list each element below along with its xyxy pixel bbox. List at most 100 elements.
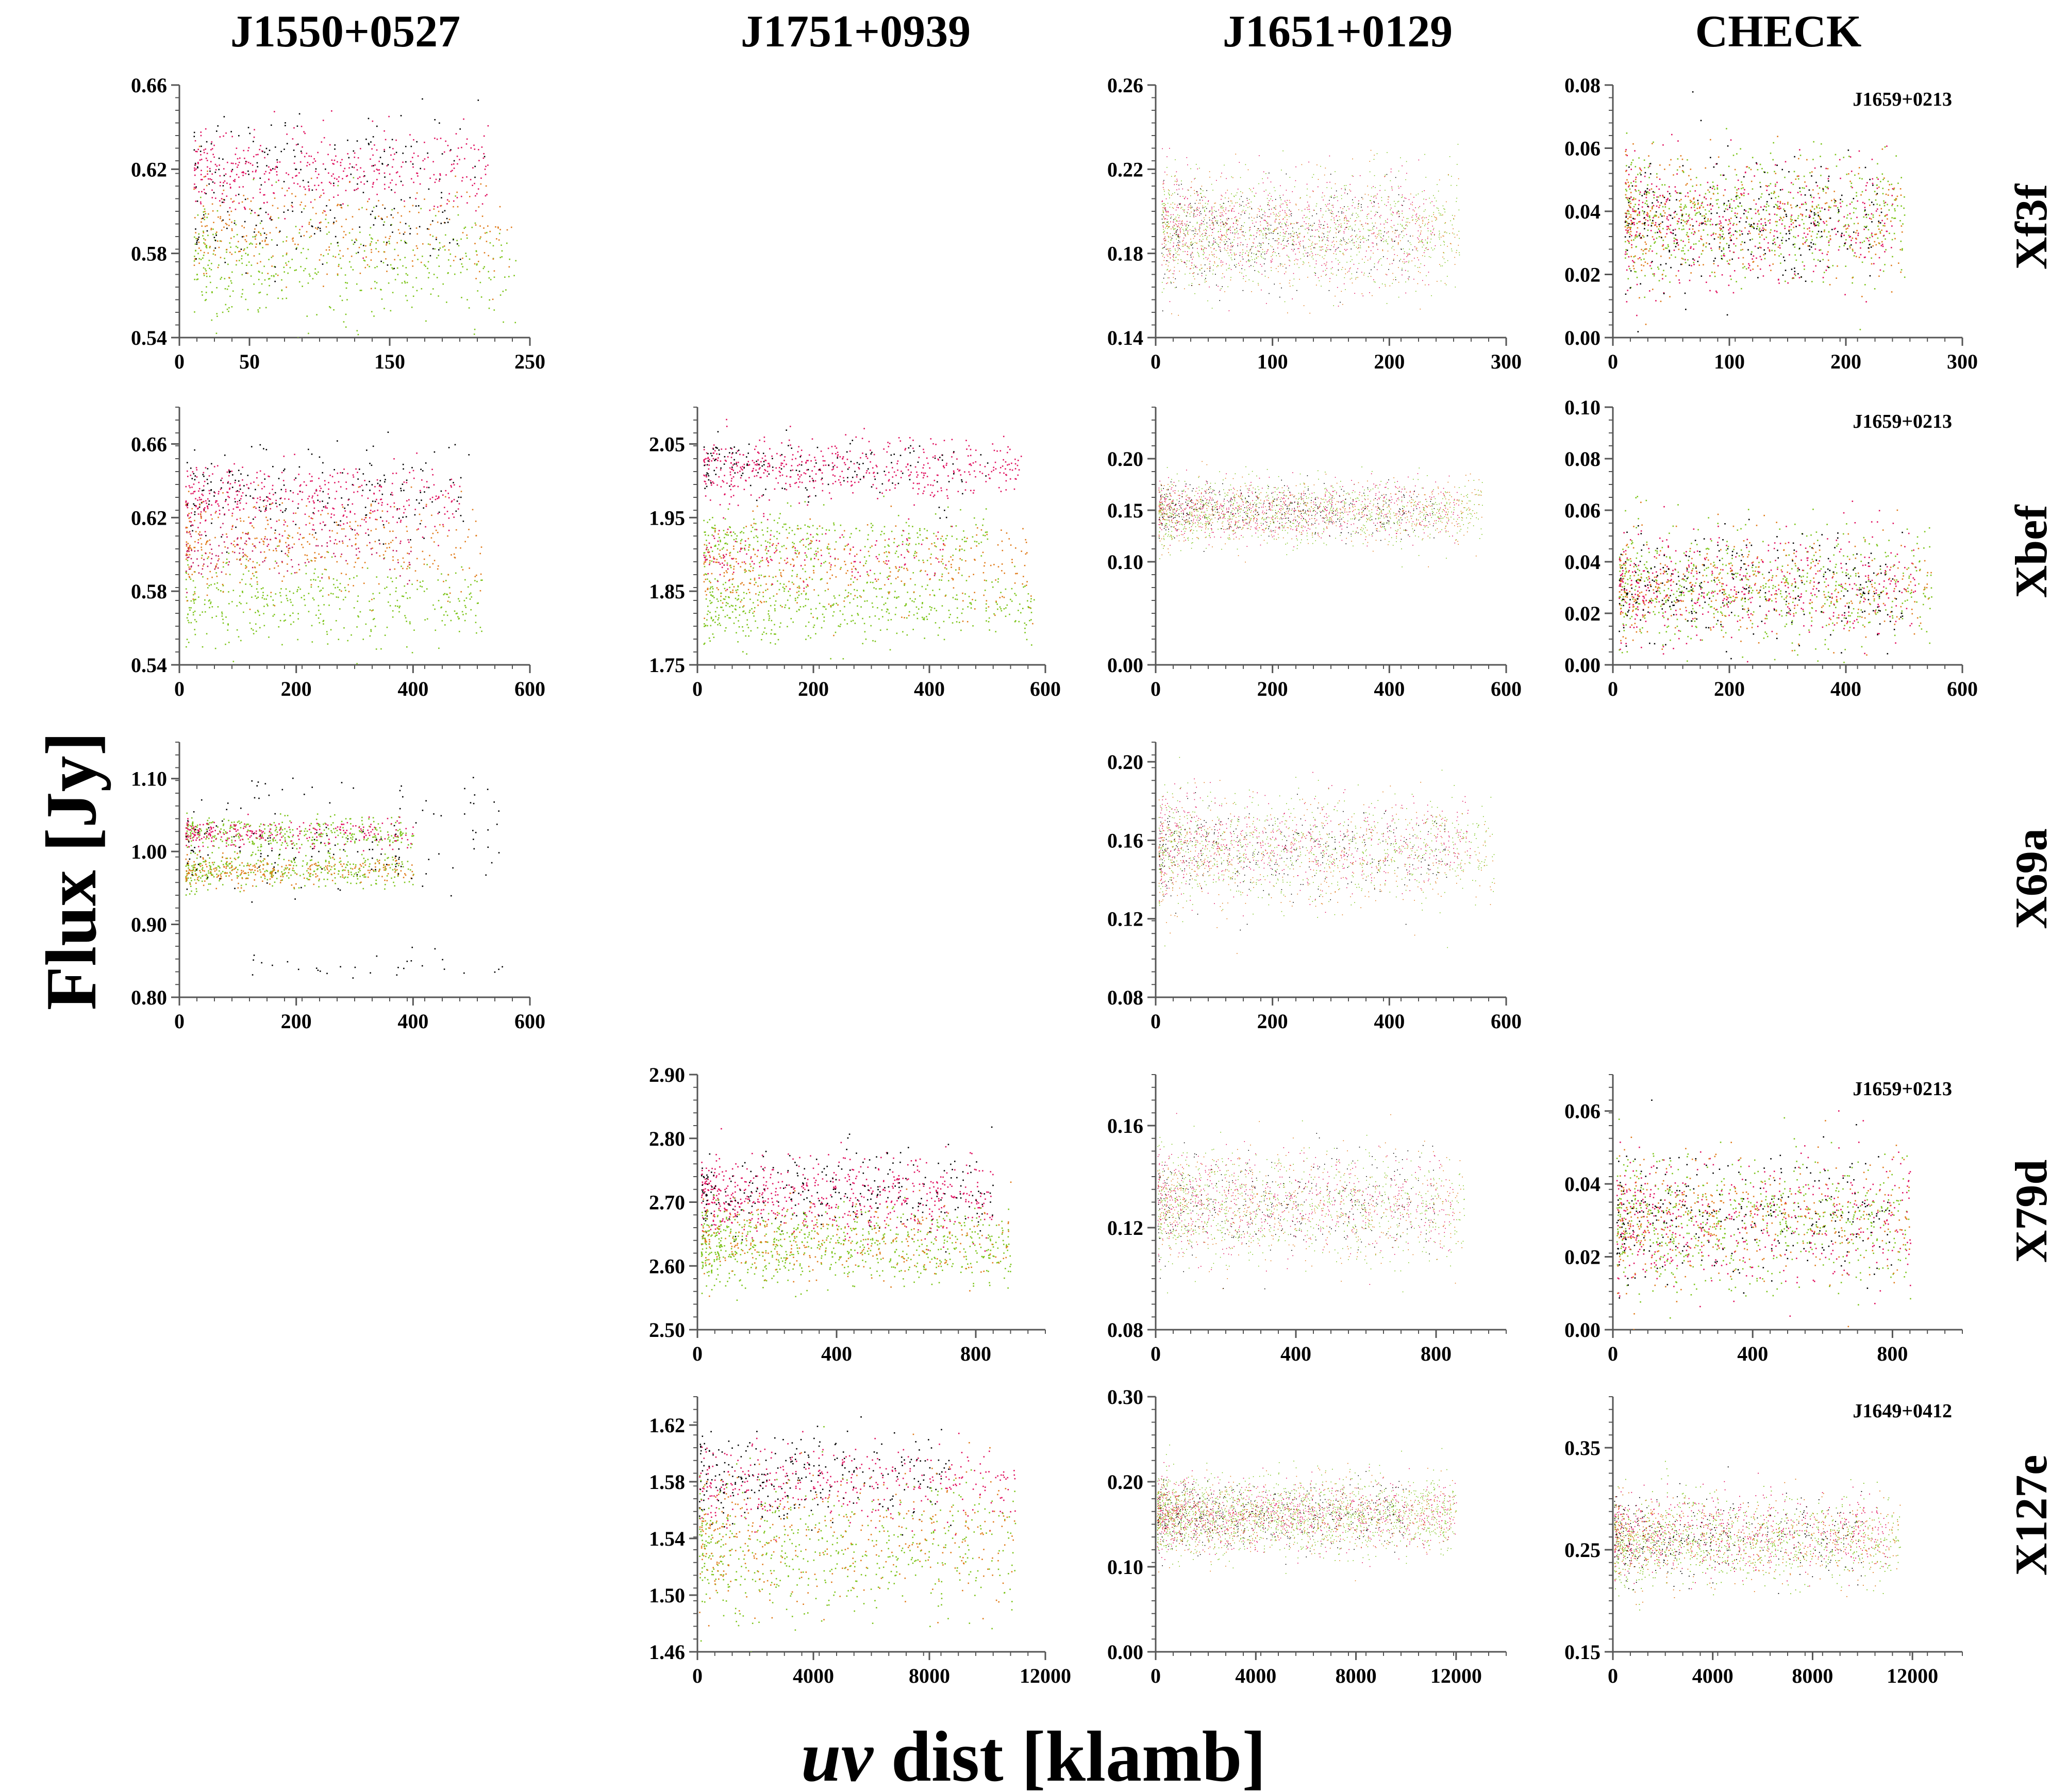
data-point — [1292, 236, 1293, 237]
data-point — [1322, 246, 1323, 247]
data-point — [1444, 244, 1445, 245]
data-point — [1203, 196, 1205, 197]
data-point — [1215, 211, 1216, 212]
data-point — [210, 227, 212, 229]
data-point — [1382, 250, 1383, 252]
data-point — [1260, 206, 1261, 207]
data-point — [386, 165, 388, 166]
data-point — [347, 205, 349, 207]
data-point — [483, 135, 485, 137]
data-point — [1853, 223, 1855, 225]
data-point — [1213, 254, 1215, 255]
data-point — [1728, 263, 1730, 265]
data-point — [374, 287, 376, 289]
data-point — [1163, 218, 1165, 220]
data-point — [353, 243, 355, 245]
data-point — [1392, 189, 1393, 191]
data-point — [1674, 228, 1676, 230]
data-point — [1424, 250, 1425, 252]
data-point — [1176, 239, 1177, 240]
data-point — [1318, 186, 1319, 188]
data-point — [263, 232, 265, 234]
data-point — [301, 226, 303, 227]
data-point — [1168, 250, 1169, 252]
data-point — [1417, 250, 1419, 252]
data-point — [1186, 224, 1188, 225]
data-point — [1454, 257, 1455, 258]
data-point — [364, 260, 366, 262]
data-point — [1249, 229, 1251, 230]
data-point — [1308, 223, 1309, 224]
data-point — [216, 287, 218, 289]
data-point — [1664, 204, 1666, 205]
data-point — [1630, 169, 1632, 170]
data-point — [1397, 224, 1398, 225]
data-point — [1370, 258, 1371, 260]
data-point — [1166, 224, 1168, 226]
data-point — [1848, 225, 1850, 227]
data-point — [372, 154, 374, 156]
data-point — [1169, 301, 1171, 303]
data-point — [1445, 222, 1446, 223]
data-point — [1263, 228, 1264, 230]
data-point — [497, 227, 499, 229]
data-point — [405, 295, 407, 297]
data-point — [1337, 247, 1338, 249]
data-point — [390, 154, 392, 156]
data-point — [1626, 253, 1628, 255]
data-point — [1171, 282, 1172, 283]
data-point — [1774, 242, 1776, 243]
data-point — [1646, 214, 1648, 216]
data-point — [1277, 227, 1278, 228]
data-point — [388, 187, 390, 188]
data-point — [1396, 212, 1398, 213]
data-point — [1196, 242, 1197, 244]
data-point — [434, 137, 436, 139]
data-point — [1327, 208, 1329, 209]
data-point — [1458, 230, 1460, 232]
data-point — [213, 222, 214, 223]
data-point — [1429, 197, 1430, 199]
data-point — [1211, 206, 1212, 208]
data-point — [1839, 202, 1841, 204]
data-point — [1282, 219, 1283, 220]
data-point — [1792, 197, 1794, 199]
data-point — [1216, 284, 1217, 286]
data-point — [484, 252, 486, 254]
data-point — [1162, 209, 1164, 211]
data-point — [200, 259, 202, 260]
data-point — [328, 172, 329, 174]
data-point — [1290, 211, 1291, 212]
data-point — [1432, 225, 1433, 227]
data-point — [237, 166, 238, 168]
data-point — [1670, 231, 1672, 233]
data-point — [1825, 270, 1827, 271]
data-point — [1428, 249, 1429, 250]
data-point — [1425, 247, 1426, 249]
data-point — [1330, 174, 1331, 175]
data-point — [1350, 217, 1351, 219]
data-point — [1390, 207, 1392, 209]
data-point — [358, 208, 360, 210]
data-point — [1781, 242, 1783, 244]
data-point — [1818, 215, 1820, 217]
data-point — [453, 238, 454, 240]
data-point — [1239, 255, 1241, 256]
data-point — [1344, 241, 1346, 242]
data-point — [1683, 253, 1686, 255]
data-point — [1884, 215, 1886, 217]
data-point — [225, 223, 227, 224]
data-point — [1352, 199, 1353, 200]
data-point — [1628, 241, 1630, 242]
data-point — [402, 153, 404, 154]
data-point — [1812, 271, 1814, 273]
data-point — [429, 244, 431, 245]
data-point — [1380, 237, 1382, 239]
data-point — [1204, 211, 1205, 212]
data-point — [1695, 221, 1697, 223]
data-point — [201, 179, 203, 180]
data-point — [457, 243, 458, 245]
data-point — [486, 231, 488, 233]
data-point — [1170, 237, 1172, 238]
data-point — [212, 253, 214, 255]
